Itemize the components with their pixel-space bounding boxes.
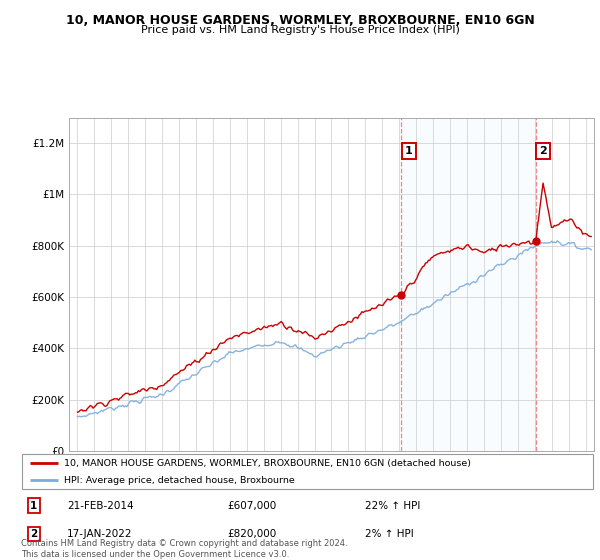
Text: 21-FEB-2014: 21-FEB-2014 [67, 501, 133, 511]
Text: HPI: Average price, detached house, Broxbourne: HPI: Average price, detached house, Brox… [64, 475, 295, 484]
Text: 2% ↑ HPI: 2% ↑ HPI [365, 529, 413, 539]
Text: Price paid vs. HM Land Registry's House Price Index (HPI): Price paid vs. HM Land Registry's House … [140, 25, 460, 35]
Text: 1: 1 [30, 501, 37, 511]
Text: 2: 2 [30, 529, 37, 539]
Text: £607,000: £607,000 [227, 501, 277, 511]
Text: 1: 1 [405, 146, 413, 156]
Text: 10, MANOR HOUSE GARDENS, WORMLEY, BROXBOURNE, EN10 6GN (detached house): 10, MANOR HOUSE GARDENS, WORMLEY, BROXBO… [64, 459, 471, 468]
Bar [401, 118, 536, 451]
Text: 2: 2 [539, 146, 547, 156]
Text: 17-JAN-2022: 17-JAN-2022 [67, 529, 133, 539]
Text: 10, MANOR HOUSE GARDENS, WORMLEY, BROXBOURNE, EN10 6GN: 10, MANOR HOUSE GARDENS, WORMLEY, BROXBO… [65, 14, 535, 27]
FancyBboxPatch shape [22, 454, 593, 489]
Text: 22% ↑ HPI: 22% ↑ HPI [365, 501, 420, 511]
Text: Contains HM Land Registry data © Crown copyright and database right 2024.
This d: Contains HM Land Registry data © Crown c… [21, 539, 347, 559]
Text: £820,000: £820,000 [227, 529, 277, 539]
